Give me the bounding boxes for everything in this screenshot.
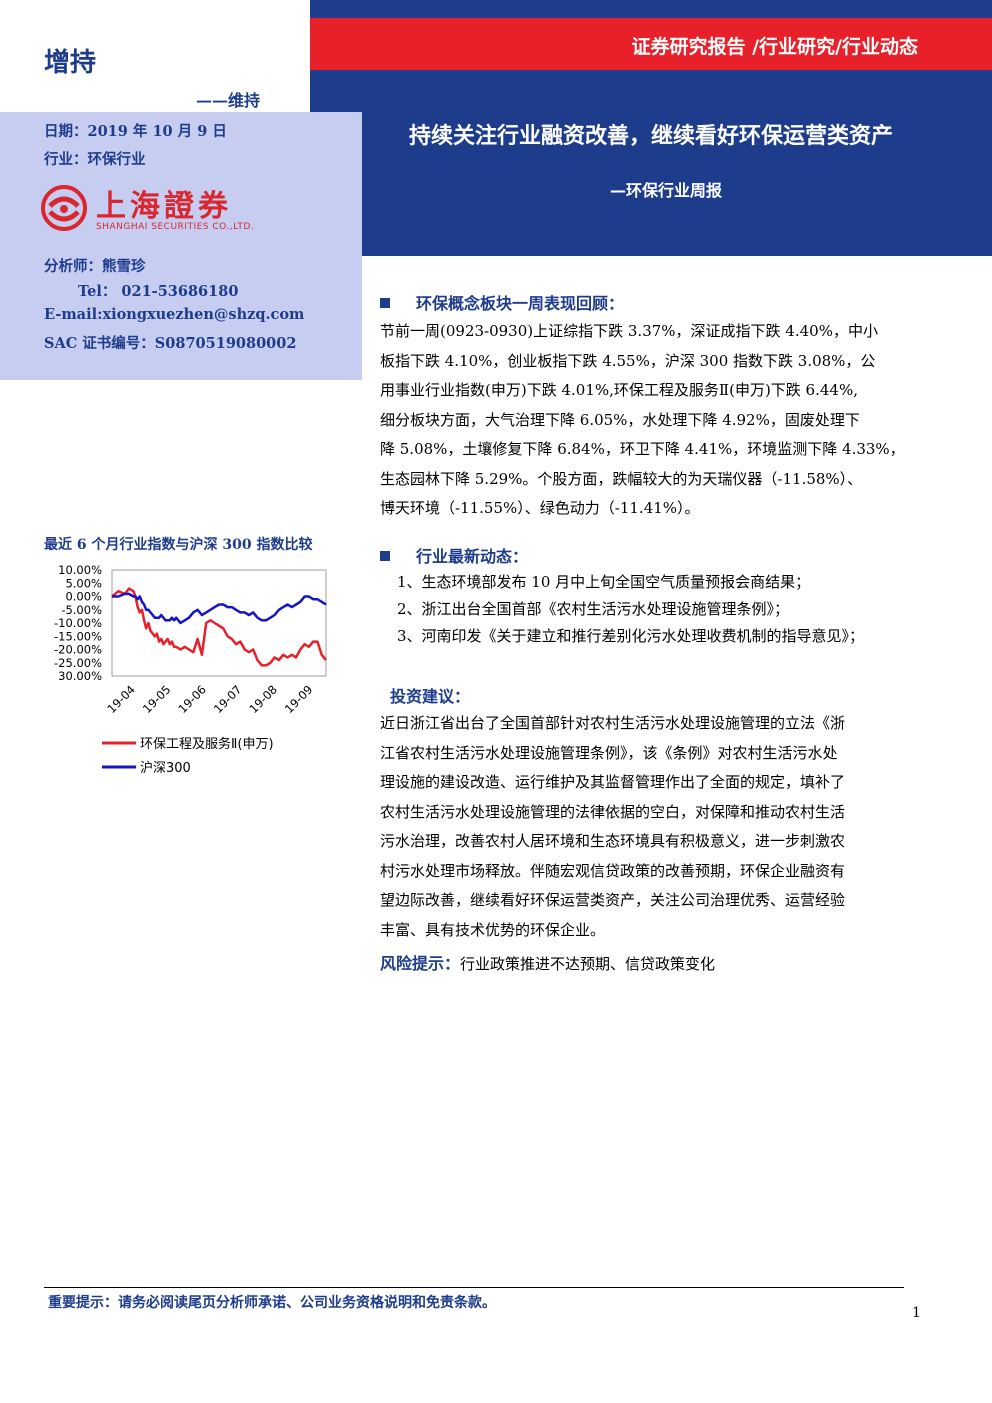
x-tick-label: 19-07 xyxy=(211,682,245,716)
paragraph-line: 生态园林下降 5.29%。个股方面，跌幅较大的为天瑞仪器（-11.58%）、 xyxy=(380,469,863,488)
news-item: 3、河南印发《关于建立和推行差别化污水处理收费机制的指导意见》； xyxy=(397,627,865,645)
header-top-rule xyxy=(310,0,992,18)
paragraph-line: 板指下跌 4.10%，创业板指下跌 4.55%，沪深 300 指数下跌 3.08… xyxy=(380,351,876,370)
y-tick-label: -20.00% xyxy=(54,643,102,657)
report-subtitle: —环保行业周报 xyxy=(609,181,722,200)
advice-title: 投资建议： xyxy=(390,687,471,706)
paragraph-line: 理设施的建设改造、运行维护及其监督管理作出了全面的规定，填补了 xyxy=(380,773,846,791)
y-tick-label: 30.00% xyxy=(58,669,102,683)
risk-line: 风险提示：行业政策推进不达预期、信贷政策变化 xyxy=(380,950,715,974)
rating: 增持 xyxy=(44,48,97,78)
y-tick-label: 5.00% xyxy=(65,576,102,590)
x-tick-label: 19-04 xyxy=(104,682,138,716)
paragraph-line: 江省农村生活污水处理设施管理条例》，该《条例》对农村生活污水处 xyxy=(380,743,838,762)
sac-number: SAC 证书编号：S0870519080002 xyxy=(44,335,297,352)
advice-paragraph: 近日浙江省出台了全国首部针对农村生活污水处理设施管理的立法《浙 江省农村生活污水处… xyxy=(380,709,920,945)
legend-label: 沪深300 xyxy=(140,760,191,776)
footer-disclaimer: 重要提示：请务必阅读尾页分析师承诺、公司业务资格说明和免责条款。 xyxy=(48,1295,496,1311)
rating-maintained: ——维持 xyxy=(196,91,261,110)
footer-rule xyxy=(44,1287,904,1288)
paragraph-line: 博天环境（-11.55%）、绿色动力（-11.41%）。 xyxy=(380,499,700,517)
paragraph-line: 望边际改善，继续看好环保运营类资产，关注公司治理优秀、运营经验 xyxy=(380,891,846,909)
report-date: 日期：2019 年 10 月 9 日 xyxy=(44,123,227,140)
paragraph-line: 用事业行业指数(申万)下跌 4.01%,环保工程及服务Ⅱ(申万)下跌 6.44%… xyxy=(380,381,858,399)
risk-label: 风险提示： xyxy=(380,954,461,973)
analyst-email: E-mail:xiongxuezhen@shzq.com xyxy=(44,306,305,323)
analyst: 分析师：熊雪珍 xyxy=(44,258,146,275)
logo-mark-icon xyxy=(41,185,87,231)
paragraph-line: 农村生活污水处理设施管理的法律依据的空白，对保障和推动农村生活 xyxy=(380,802,846,821)
square-bullet-icon xyxy=(380,298,390,308)
series-line xyxy=(112,592,327,625)
news-title: 行业最新动态： xyxy=(416,547,529,566)
x-tick-label: 19-05 xyxy=(140,682,174,716)
title-block: 持续关注行业融资改善，继续看好环保运营类资产 —环保行业周报 xyxy=(310,70,992,256)
logo-english: SHANGHAI SECURITIES CO.,LTD. xyxy=(96,222,255,232)
category-bar: 证券研究报告 /行业研究/行业动态 xyxy=(310,18,992,70)
y-tick-label: -5.00% xyxy=(61,603,102,617)
legend-label: 环保工程及服务Ⅱ(申万) xyxy=(140,736,274,752)
company-logo: 上海證券 SHANGHAI SECURITIES CO.,LTD. xyxy=(40,181,270,237)
review-title: 环保概念板块一周表现回顾： xyxy=(416,294,625,313)
analyst-tel: Tel： 021-53686180 xyxy=(78,283,239,300)
paragraph-line: 村污水处理市场释放。伴随宏观信贷政策的改善预期，环保企业融资有 xyxy=(380,861,846,880)
x-tick-label: 19-06 xyxy=(175,682,209,716)
logo-chinese: 上海證券 xyxy=(96,189,232,224)
report-category: 证券研究报告 /行业研究/行业动态 xyxy=(631,36,919,58)
news-item: 1、生态环境部发布 10 月中上旬全国空气质量预报会商结果； xyxy=(397,573,811,591)
report-title: 持续关注行业融资改善，继续看好环保运营类资产 xyxy=(408,124,893,149)
y-tick-label: 0.00% xyxy=(65,590,102,604)
paragraph-line: 节前一周(0923-0930)上证综指下跌 3.37%，深证成指下跌 4.40%… xyxy=(380,322,878,340)
y-tick-label: -25.00% xyxy=(54,656,102,670)
news-heading: 行业最新动态： xyxy=(380,543,528,567)
review-paragraph: 节前一周(0923-0930)上证综指下跌 3.37%，深证成指下跌 4.40%… xyxy=(380,317,920,524)
plot-area xyxy=(111,569,327,677)
y-tick-label: 10.00% xyxy=(58,563,102,577)
page-number: 1 xyxy=(912,1305,921,1321)
paragraph-line: 降 5.08%，土壤修复下降 6.84%，环卫下降 4.41%，环境监测下降 4… xyxy=(380,440,905,458)
square-bullet-icon xyxy=(380,551,390,561)
industry: 行业：环保行业 xyxy=(44,151,146,168)
review-heading: 环保概念板块一周表现回顾： xyxy=(380,290,624,314)
x-tick-label: 19-08 xyxy=(246,682,280,716)
paragraph-line: 细分板块方面，大气治理下降 6.05%，水处理下降 4.92%，固废处理下 xyxy=(380,410,860,429)
y-tick-label: -10.00% xyxy=(54,616,102,630)
chart-title: 最近 6 个月行业指数与沪深 300 指数比较 xyxy=(44,537,313,553)
risk-text: 行业政策推进不达预期、信贷政策变化 xyxy=(460,955,716,973)
paragraph-line: 近日浙江省出台了全国首部针对农村生活污水处理设施管理的立法《浙 xyxy=(380,714,846,732)
info-panel: 日期：2019 年 10 月 9 日 行业：环保行业 分析师：熊雪珍 Tel： … xyxy=(0,112,362,380)
paragraph-line: 污水治理，改善农村人居环境和生态环境具有积极意义，进一步刺激农 xyxy=(380,832,846,850)
paragraph-line: 丰富、具有技术优势的环保企业。 xyxy=(380,920,606,939)
y-tick-label: -15.00% xyxy=(54,629,102,643)
series-line xyxy=(111,587,327,667)
comparison-chart: 10.00%5.00%0.00%-5.00%-10.00%-15.00%-20.… xyxy=(54,563,327,776)
news-item: 2、浙江出台全国首部《农村生活污水处理设施管理条例》； xyxy=(397,600,790,618)
x-tick-label: 19-09 xyxy=(282,682,316,716)
